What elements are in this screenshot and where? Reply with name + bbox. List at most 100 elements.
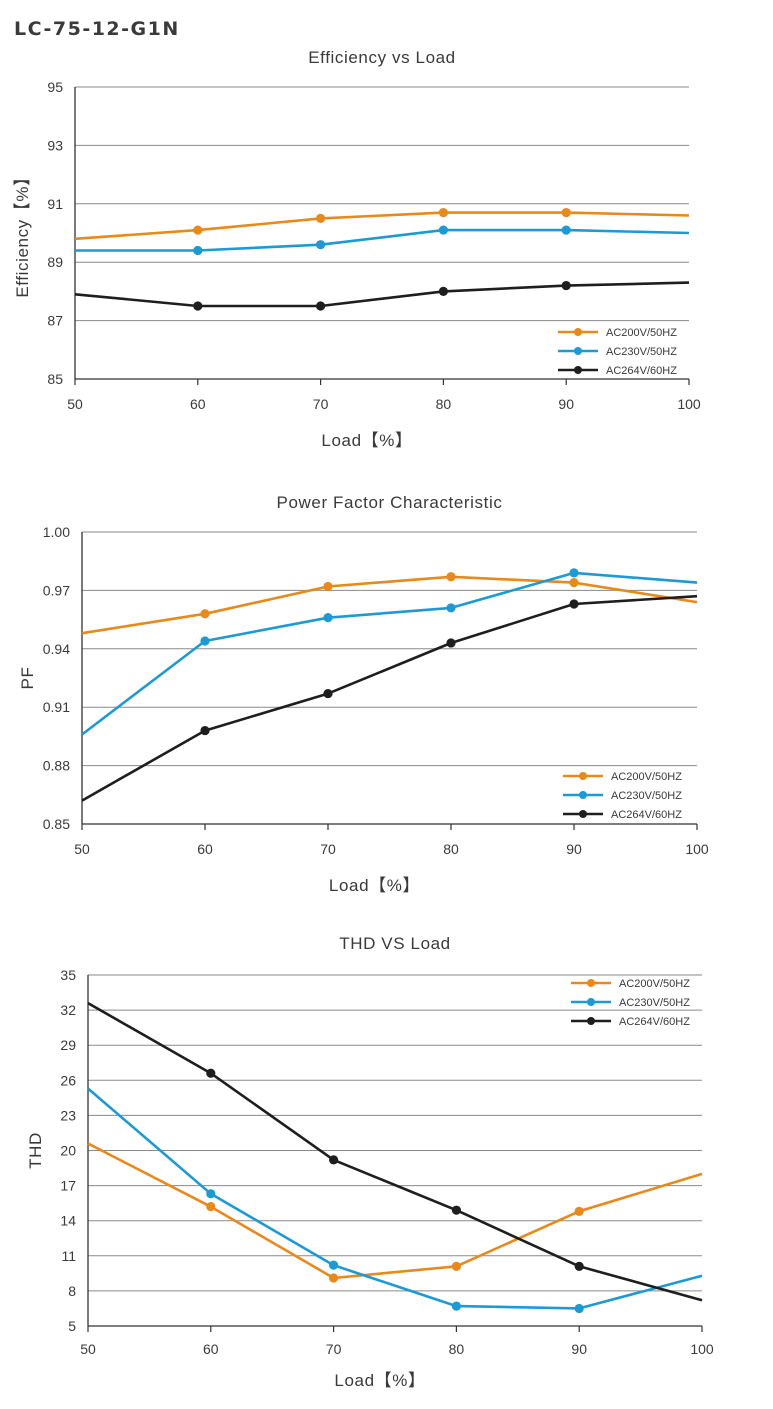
data-point <box>200 609 210 619</box>
data-point <box>569 599 579 609</box>
legend-label: AC264V/60HZ <box>611 809 682 821</box>
data-point <box>569 568 579 578</box>
y-tick-label: 35 <box>60 967 76 983</box>
series-line <box>75 228 690 252</box>
series-line <box>81 571 698 736</box>
data-point <box>561 207 571 218</box>
y-tick-label: 0.97 <box>43 582 70 598</box>
data-point <box>451 1301 461 1311</box>
y-tick-label: 11 <box>61 1248 76 1264</box>
data-point <box>561 280 571 291</box>
data-point <box>438 286 448 296</box>
model-title: LC-75-12-G1N <box>14 18 180 40</box>
x-tick-label: 60 <box>203 1341 219 1357</box>
legend-swatch-marker <box>587 979 595 987</box>
y-tick-label: 17 <box>60 1178 76 1194</box>
y-tick-label: 1.00 <box>43 524 70 540</box>
data-point <box>323 581 333 592</box>
x-tick-label: 50 <box>67 396 83 412</box>
legend-label: AC230V/50HZ <box>619 997 690 1009</box>
data-point <box>451 1261 461 1271</box>
y-tick-label: 8 <box>68 1283 76 1299</box>
legend-label: AC200V/50HZ <box>619 978 690 990</box>
legend-swatch-marker <box>579 791 587 799</box>
data-point <box>574 1303 584 1314</box>
data-point <box>569 578 579 588</box>
data-point <box>316 301 326 311</box>
series-line <box>87 1142 703 1280</box>
y-tick-label: 26 <box>60 1072 76 1088</box>
y-tick-label: 32 <box>60 1002 76 1018</box>
series-line <box>87 1001 703 1302</box>
x-tick-label: 90 <box>566 841 582 857</box>
y-tick-label: 5 <box>68 1318 76 1334</box>
data-point <box>193 245 203 256</box>
data-point <box>561 225 571 235</box>
legend-label: AC200V/50HZ <box>611 771 682 783</box>
legend-label: AC264V/60HZ <box>619 1016 690 1028</box>
data-point <box>323 688 333 699</box>
y-tick-label: 89 <box>47 254 63 270</box>
y-tick-label: 14 <box>60 1213 76 1229</box>
data-point <box>200 725 210 736</box>
data-point <box>438 207 448 218</box>
x-tick-label: 80 <box>449 1341 465 1357</box>
legend-swatch-marker <box>579 772 587 780</box>
series-line <box>87 1087 703 1310</box>
x-tick-label: 100 <box>690 1341 714 1357</box>
x-tick-label: 60 <box>197 841 213 857</box>
y-tick-label: 87 <box>47 313 63 329</box>
y-tick-label: 93 <box>47 137 63 153</box>
x-tick-label: 70 <box>313 396 329 412</box>
legend-label: AC230V/50HZ <box>611 790 682 802</box>
legend-swatch-marker <box>579 810 587 818</box>
y-axis-label: Efficiency【%】 <box>13 168 32 297</box>
series-line <box>74 281 690 308</box>
x-tick-label: 90 <box>558 396 574 412</box>
data-point <box>206 1189 216 1199</box>
legend-label: AC230V/50HZ <box>606 346 677 358</box>
x-tick-label: 70 <box>320 841 336 857</box>
x-axis-label: Load【%】 <box>334 1371 425 1390</box>
y-tick-label: 95 <box>47 79 63 95</box>
y-tick-label: 0.85 <box>43 816 70 832</box>
y-tick-label: 23 <box>60 1107 76 1123</box>
thd-chart: THD VS Load 5 8 11 14 17 20 23 26 29 32 35 50 60 70 80 9… <box>26 934 714 1390</box>
chart-title: THD VS Load <box>339 934 450 953</box>
efficiency-chart: Efficiency vs Load 85 87 89 91 93 95 50 60 70 80 90… <box>13 48 701 450</box>
y-tick-label: 20 <box>60 1143 76 1159</box>
x-tick-label: 90 <box>571 1341 587 1357</box>
x-tick-label: 50 <box>74 841 90 857</box>
data-point <box>206 1202 216 1212</box>
legend-swatch-marker <box>574 366 582 374</box>
legend-swatch-marker <box>574 347 582 355</box>
x-tick-label: 100 <box>685 841 709 857</box>
data-point <box>323 613 333 623</box>
legend-label: AC200V/50HZ <box>606 327 677 339</box>
legend-swatch-marker <box>587 998 595 1006</box>
data-point <box>446 603 456 613</box>
y-tick-label: 85 <box>47 371 63 387</box>
y-tick-label: 91 <box>47 196 63 212</box>
legend-swatch-marker <box>587 1017 595 1025</box>
y-tick-label: 0.94 <box>43 641 70 657</box>
x-tick-label: 70 <box>326 1341 342 1357</box>
series-line <box>81 594 698 802</box>
series-line <box>74 211 690 241</box>
x-tick-label: 60 <box>190 396 206 412</box>
x-tick-label: 50 <box>80 1341 96 1357</box>
y-tick-label: 0.91 <box>43 699 70 715</box>
data-point <box>316 240 326 250</box>
y-tick-label: 0.88 <box>43 758 70 774</box>
x-tick-label: 80 <box>443 841 459 857</box>
x-tick-label: 100 <box>677 396 701 412</box>
x-tick-label: 80 <box>436 396 452 412</box>
chart-title: Power Factor Characteristic <box>277 493 503 512</box>
legend-label: AC264V/60HZ <box>606 365 677 377</box>
data-point <box>206 1068 216 1078</box>
y-tick-label: 29 <box>60 1037 76 1053</box>
data-point <box>200 636 210 646</box>
data-point <box>451 1205 461 1215</box>
data-point <box>574 1206 584 1216</box>
data-point <box>329 1155 339 1165</box>
